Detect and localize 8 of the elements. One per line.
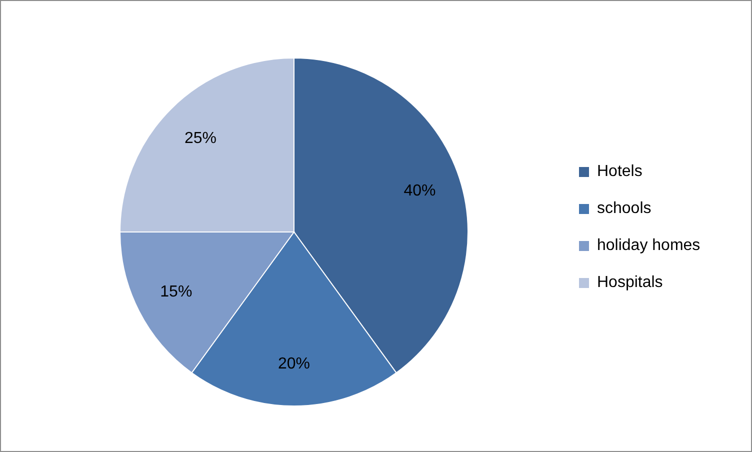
legend-label: holiday homes: [597, 236, 700, 254]
legend-label: schools: [597, 200, 652, 218]
legend-label: Hospitals: [597, 274, 663, 292]
legend-label: Hotels: [597, 162, 642, 180]
data-label: 25%: [184, 130, 217, 147]
data-label: 20%: [278, 356, 310, 373]
data-label: 15%: [160, 284, 192, 301]
data-label: 40%: [404, 182, 436, 200]
